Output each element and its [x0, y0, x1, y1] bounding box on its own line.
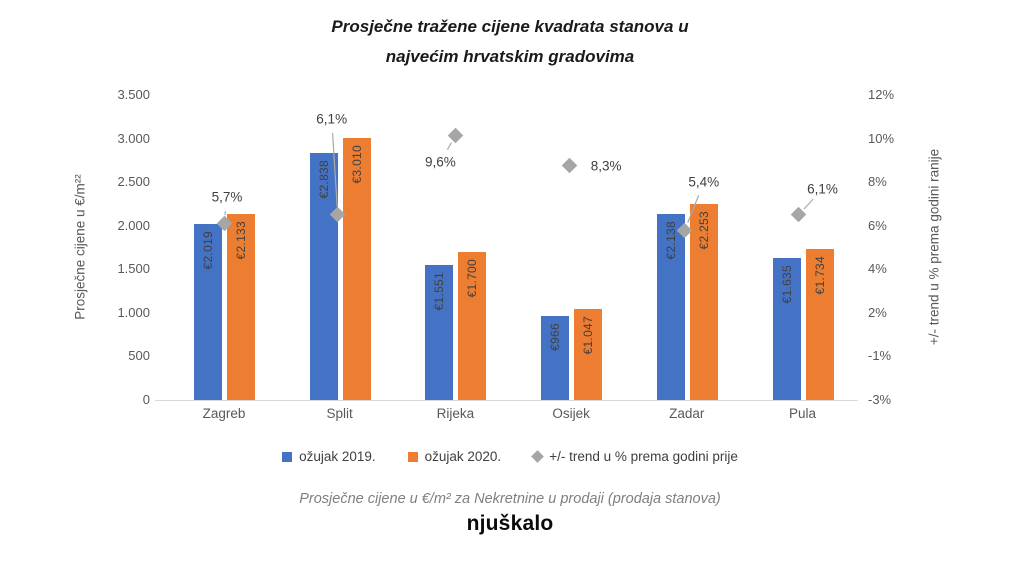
bar-value-label: €1.734 [812, 255, 827, 295]
bar-2019-rijeka [425, 264, 454, 400]
category-label-pula: Pula [788, 406, 817, 421]
y-axis-tick-right: 12% [868, 87, 895, 102]
bar-value-label: €966 [548, 322, 563, 351]
bar-value-label: €1.047 [581, 315, 596, 355]
chart-title-line1: Prosječne tražene cijene kvadrata stanov… [331, 17, 689, 36]
chart-title-line2: najvećim hrvatskim gradovima [385, 47, 635, 66]
trend-value-label: 6,1% [316, 111, 348, 127]
bar-2019-pula [772, 257, 801, 400]
y-axis-tick-left: 0 [142, 392, 150, 407]
chart-legend: ožujak 2019. ožujak 2020. +/- trend u % … [0, 449, 1020, 464]
bar-2019-osijek [541, 315, 570, 400]
y-axis-tick-left: 1.500 [117, 261, 150, 277]
legend-square-2020 [407, 451, 418, 462]
category-label-zagreb: Zagreb [202, 406, 246, 421]
trend-value-label: 8,3% [590, 158, 622, 174]
legend-label-2020: ožujak 2020. [424, 449, 502, 464]
y-axis-tick-right: -3% [868, 392, 892, 407]
category-label-zadar: Zadar [669, 406, 705, 421]
category-label-split: Split [326, 406, 353, 421]
bar-value-label: €3.010 [349, 144, 364, 184]
legend-item-trend: +/- trend u % prema godini prije [531, 449, 738, 464]
legend-item-2020: ožujak 2020. [407, 449, 502, 464]
legend-diamond-icon [531, 450, 545, 463]
legend-label-2019: ožujak 2019. [299, 449, 376, 464]
bar-value-label: €1.551 [432, 271, 447, 311]
njuskalo-logo: njuškalo [466, 512, 554, 535]
trend-value-label: 6,1% [807, 181, 838, 197]
y-axis-tick-left: 500 [128, 348, 150, 364]
category-label-rijeka: Rijeka [436, 406, 475, 421]
bar-value-label: €1.635 [779, 264, 794, 304]
y-axis-tick-left: 2.000 [117, 217, 150, 233]
bar-2019-zadar [656, 213, 685, 400]
bar-2020-split [342, 137, 371, 400]
bar-2020-zagreb [227, 214, 255, 400]
legend-item-2019: ožujak 2019. [282, 449, 376, 464]
left-axis-title: Prosječne cijene u €/m²² [72, 174, 88, 320]
trend-value-label: 9,6% [425, 154, 456, 170]
legend-square-2019 [282, 451, 293, 462]
y-axis-tick-right: 2% [868, 304, 887, 320]
right-axis-title: +/- trend u % prema godini ranije [926, 148, 942, 346]
y-axis-tick-left: 2.500 [117, 174, 150, 190]
bar-2020-pula [805, 248, 834, 400]
category-label-osijek: Osijek [552, 406, 590, 421]
bar-2020-rijeka [458, 251, 487, 400]
bar-value-label: €1.700 [465, 258, 480, 298]
bar-value-label: €2.838 [316, 159, 331, 199]
y-axis-tick-right: 8% [868, 174, 887, 190]
bar-2019-zagreb [194, 224, 222, 400]
y-axis-tick-right: 6% [868, 217, 887, 233]
bar-value-label: €2.133 [234, 221, 248, 260]
y-axis-tick-right: 4% [868, 261, 887, 277]
y-axis-tick-right: -1% [868, 348, 892, 364]
plot-area [155, 95, 858, 401]
bar-2020-zadar [689, 203, 718, 400]
legend-label-trend: +/- trend u % prema godini prije [549, 449, 738, 464]
chart-footnote: Prosječne cijene u €/m² za Nekretnine u … [299, 491, 721, 507]
y-axis-tick-left: 3.500 [117, 87, 150, 102]
bar-2020-osijek [574, 308, 603, 400]
y-axis-tick-left: 3.000 [117, 130, 150, 146]
bar-value-label: €2.253 [696, 210, 711, 250]
chart-title: Prosječne tražene cijene kvadrata stanov… [0, 12, 1020, 72]
bar-value-label: €2.019 [201, 231, 215, 270]
trend-value-label: 5,4% [688, 174, 720, 190]
trend-value-label: 5,7% [211, 189, 243, 205]
y-axis-tick-right: 10% [868, 130, 895, 146]
bar-value-label: €2.138 [663, 220, 678, 260]
y-axis-tick-left: 1.000 [117, 304, 150, 320]
